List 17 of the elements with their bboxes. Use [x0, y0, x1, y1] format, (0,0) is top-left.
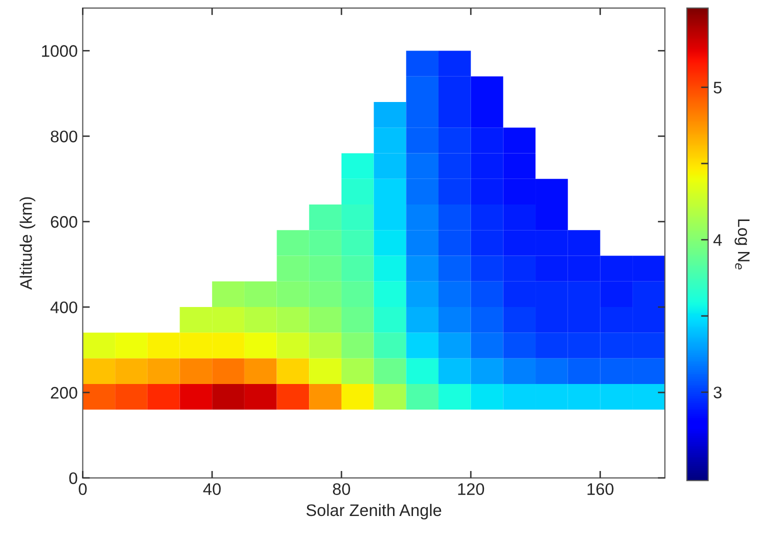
x-tick-label: 0: [78, 483, 87, 496]
color-bar-label: 4: [713, 234, 722, 246]
y-tick-label: 200: [50, 386, 78, 399]
y-axis-title: Altitude (km): [20, 197, 36, 290]
x-tick-label: 160: [588, 483, 614, 496]
color-bar-label: 5: [714, 82, 722, 94]
x-tick-label: 40: [203, 483, 221, 496]
color-bar-title: Log N$_{e}$: [734, 220, 750, 270]
x-axis-title: Solar Zenith Angle: [306, 504, 442, 520]
y-tick-label: 1000: [42, 45, 78, 57]
y-tick-label: 0: [69, 472, 78, 484]
x-tick-label: 120: [458, 483, 484, 496]
color-bar-label: 3: [714, 386, 722, 398]
y-tick-label: 800: [50, 130, 78, 142]
y-tick-label: 400: [50, 301, 78, 314]
x-tick-label: 80: [332, 483, 350, 496]
y-tick-label: 600: [50, 216, 78, 228]
